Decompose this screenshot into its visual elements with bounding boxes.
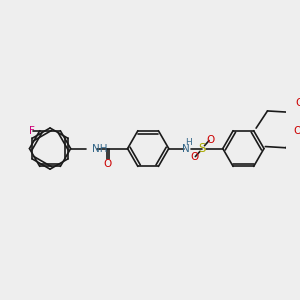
Text: H: H — [185, 138, 192, 147]
Text: O: O — [293, 126, 300, 136]
Text: O: O — [295, 98, 300, 108]
Text: O: O — [206, 135, 214, 145]
Text: O: O — [190, 152, 198, 162]
Text: F: F — [29, 126, 35, 136]
Text: S: S — [199, 142, 206, 155]
Text: NH: NH — [92, 144, 107, 154]
Text: N: N — [182, 144, 190, 154]
Text: O: O — [103, 159, 112, 169]
